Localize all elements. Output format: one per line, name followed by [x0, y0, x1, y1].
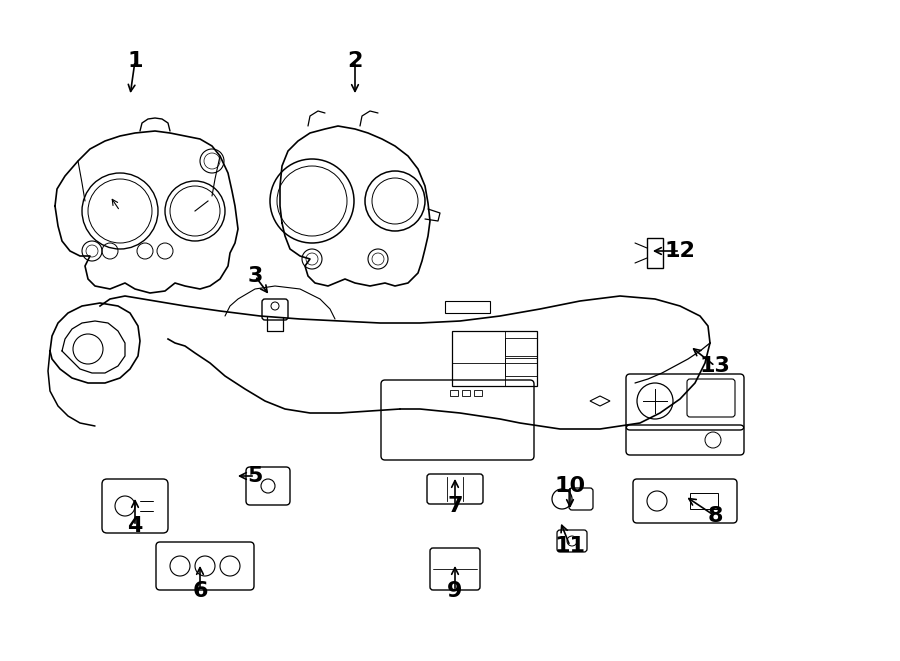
Bar: [505, 358, 537, 376]
Bar: [462, 390, 470, 396]
Text: 7: 7: [447, 496, 463, 516]
Text: 4: 4: [127, 516, 143, 536]
Text: 12: 12: [664, 241, 696, 261]
Bar: [450, 390, 458, 396]
Bar: [445, 301, 490, 313]
Text: 5: 5: [248, 466, 263, 486]
Text: 10: 10: [554, 476, 586, 496]
Bar: [690, 493, 718, 509]
Bar: [505, 338, 537, 356]
Text: 6: 6: [193, 581, 208, 601]
Bar: [647, 238, 663, 268]
Text: 3: 3: [248, 266, 263, 286]
Text: 8: 8: [707, 506, 723, 526]
Text: 2: 2: [347, 51, 363, 71]
Text: 9: 9: [447, 581, 463, 601]
Text: 1: 1: [127, 51, 143, 71]
Bar: [452, 331, 537, 386]
Text: 13: 13: [699, 356, 731, 376]
Text: 11: 11: [554, 536, 586, 556]
Bar: [474, 390, 482, 396]
